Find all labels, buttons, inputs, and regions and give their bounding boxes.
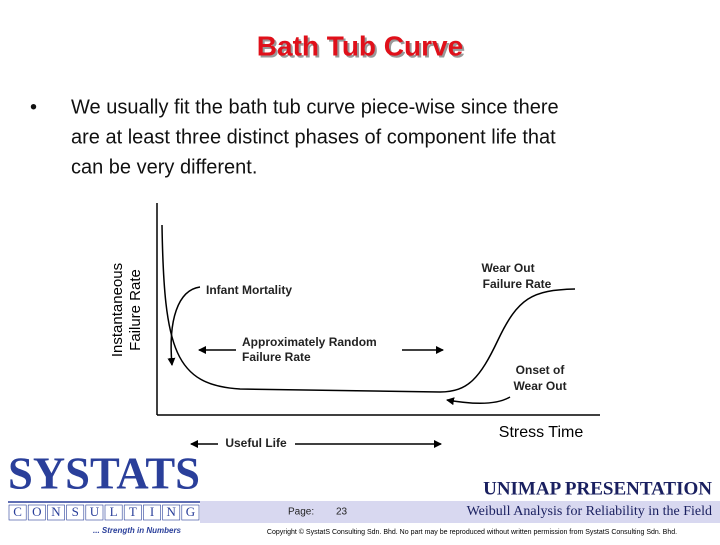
consulting-letter: S [72,504,79,519]
onset-label: Wear Out [513,379,566,393]
letter-box [85,504,104,521]
letter-box [104,504,123,521]
logo: SYSTATS [8,448,200,499]
page-number: 23 [336,507,348,518]
footer-bar [200,501,720,523]
consulting-letter: O [32,504,41,519]
letter-box [47,504,65,521]
wear-out-label: Wear Out [481,261,534,275]
letter-box [66,504,85,521]
wear-out-label: Failure Rate [483,277,552,291]
letter-box [27,504,46,521]
y-axis-label: Instantaneous [109,263,126,357]
consulting-letter: T [129,504,137,519]
page-label: Page: [288,507,314,518]
tagline: ... Strength in Numbers [93,526,182,535]
x-axis-label: Stress Time [499,424,584,441]
consulting-letter: G [186,504,195,519]
useful-life-label: Useful Life [225,436,287,450]
bullet-dot: • [30,96,37,118]
y-axis-label: Failure Rate [127,269,144,351]
arrow [446,396,511,406]
letter-box [143,504,161,521]
consulting-letter: N [51,504,61,519]
course: Weibull Analysis for Reliability in the … [467,504,712,519]
copyright: Copyright © SystatS Consulting Sdn. Bhd.… [267,528,677,536]
bullet-line: can be very different. [71,156,257,178]
consulting-letter: N [167,504,177,519]
onset-label: Onset of [516,363,566,377]
title-shadow: Bath Tub Curve [259,32,465,63]
letter-box [162,504,181,521]
letter-box [181,504,200,521]
letter-box [8,504,27,521]
random-label: Approximately Random [242,335,377,349]
bathtub-curve [161,224,576,393]
bullet-line: are at least three distinct phases of co… [71,126,556,148]
title: Bath Tub Curve [257,30,463,61]
bullet-line: We usually fit the bath tub curve piece-… [71,96,559,118]
infant-mortality-label: Infant Mortality [206,283,292,297]
consulting-letter: L [110,504,118,519]
random-label: Failure Rate [242,350,311,364]
consulting-letter: I [150,504,154,519]
presentation: UNIMAP PRESENTATION [483,478,712,499]
letter-box [123,504,142,521]
consulting-letter: U [90,504,100,519]
consulting-letter: C [13,504,22,519]
arrow [167,286,201,366]
